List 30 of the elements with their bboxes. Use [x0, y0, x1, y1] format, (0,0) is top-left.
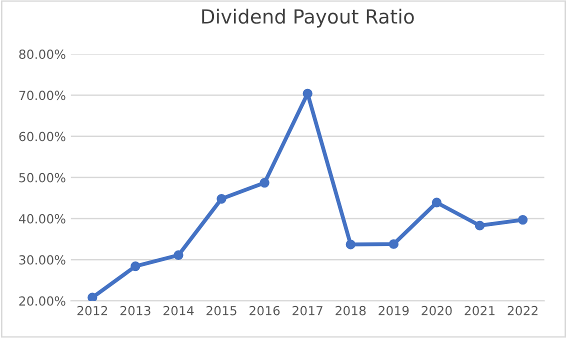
point [130, 261, 140, 272]
x-tick-label: 2018 [336, 306, 366, 316]
point [346, 240, 356, 250]
chart-title: Dividend Payout Ratio [202, 8, 414, 28]
y-tick-label: 50.00% [19, 172, 66, 182]
x-tick-label: 2021 [464, 306, 495, 316]
point [302, 88, 312, 98]
y-tick-label: 40.00% [18, 214, 66, 224]
x-tick-label: 2012 [77, 306, 108, 316]
y-tick-label: 20.00% [19, 296, 66, 306]
point [260, 178, 270, 188]
x-tick-label: 2013 [120, 306, 150, 316]
point [216, 194, 226, 204]
x-tick-label: 2019 [378, 306, 409, 316]
point [474, 220, 485, 230]
x-tick-label: 2014 [163, 306, 194, 316]
point [432, 198, 442, 208]
y-tick-label: 60.00% [19, 132, 66, 142]
y-tick-label: 30.00% [19, 255, 66, 265]
point [518, 214, 528, 225]
y-tick-label: 70.00% [19, 90, 66, 100]
y-tick-label: 80.00% [19, 50, 66, 60]
x-tick-label: 2016 [250, 306, 280, 316]
x-tick-label: 2017 [292, 306, 322, 316]
x-tick-label: 2022 [508, 306, 538, 316]
point [388, 239, 399, 249]
x-tick-label: 2015 [206, 306, 236, 316]
point [88, 292, 98, 301]
x-tick-label: 2020 [422, 306, 452, 316]
point [174, 250, 184, 260]
